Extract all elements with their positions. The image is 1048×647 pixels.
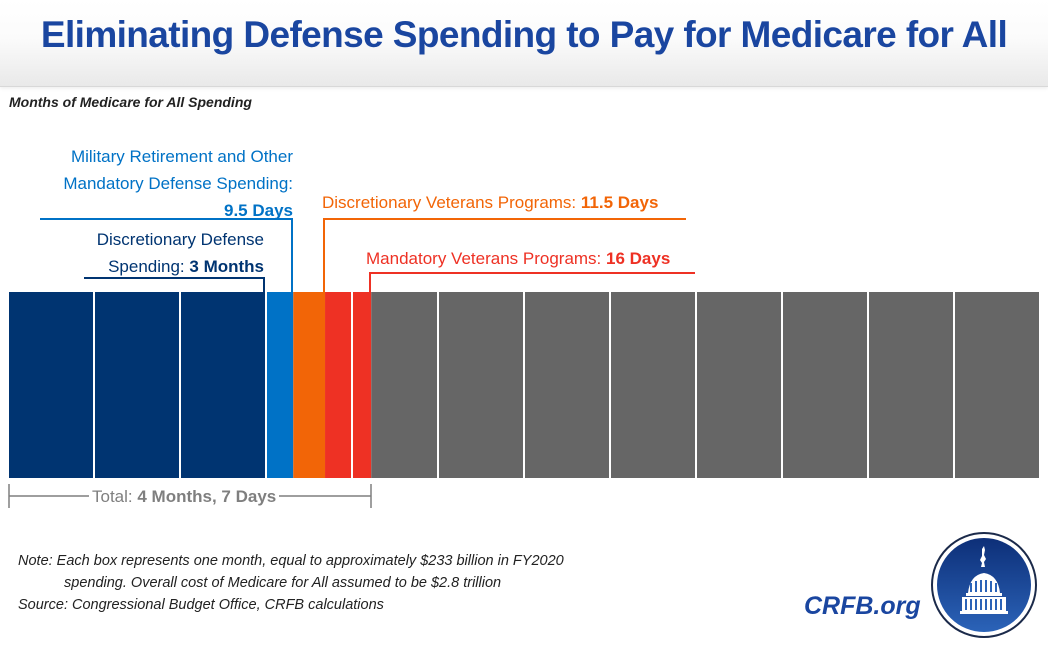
label-discretionary-veterans-text: Discretionary Veterans Programs:	[322, 193, 581, 212]
note-line1: Note: Each box represents one month, equ…	[18, 553, 564, 569]
segment-remaining-medicare-for-all-spending-box	[611, 292, 695, 478]
label-discretionary-defense-line2: Spending:	[108, 257, 190, 276]
segment-remaining-medicare-for-all-spending-box	[697, 292, 781, 478]
label-discretionary-defense-value: 3 Months	[189, 257, 264, 276]
connector-discretionary-defense	[84, 277, 265, 292]
segment-remaining-medicare-for-all-spending-box	[525, 292, 609, 478]
label-total-value: 4 Months, 7 Days	[137, 487, 277, 506]
label-mandatory-veterans-value: 16 Days	[606, 249, 671, 268]
segment-mandatory-veterans-programs-box	[325, 292, 351, 478]
page-title: Eliminating Defense Spending to Pay for …	[40, 14, 1008, 55]
connector-mandatory-veterans	[369, 272, 695, 292]
connector-mandatory-defense	[40, 218, 293, 292]
segment-discretionary-defense-spending-box	[181, 292, 265, 478]
segment-military-retirement-and-other-mandatory-defense-spending-box	[267, 292, 294, 478]
label-mandatory-defense: Military Retirement and Other Mandatory …	[40, 143, 293, 224]
segment-remaining-medicare-for-all-spending-box	[371, 292, 437, 478]
note-line2: spending. Overall cost of Medicare for A…	[64, 575, 502, 591]
label-total: Total: 4 Months, 7 Days	[89, 483, 280, 510]
segment-discretionary-veterans-programs-box	[293, 292, 326, 478]
label-mandatory-defense-line2: Mandatory Defense Spending:	[63, 174, 293, 193]
segment-remaining-medicare-for-all-spending-box	[783, 292, 867, 478]
footnote: Note: Each box represents one month, equ…	[18, 550, 564, 616]
segment-remaining-medicare-for-all-spending-box	[869, 292, 953, 478]
label-total-text: Total:	[92, 487, 138, 506]
label-mandatory-veterans: Mandatory Veterans Programs: 16 Days	[366, 245, 670, 272]
label-discretionary-veterans: Discretionary Veterans Programs: 11.5 Da…	[322, 189, 658, 216]
brand-link[interactable]: CRFB.org	[804, 592, 921, 620]
segment-remaining-medicare-for-all-spending-box	[439, 292, 523, 478]
label-mandatory-defense-line1: Military Retirement and Other	[70, 147, 293, 166]
chart-subtitle: Months of Medicare for All Spending	[9, 94, 252, 110]
segment-discretionary-defense-spending-box	[95, 292, 179, 478]
label-discretionary-defense: Discretionary Defense Spending: 3 Months	[40, 226, 264, 280]
segment-discretionary-defense-spending-box	[9, 292, 93, 478]
label-discretionary-defense-line1: Discretionary Defense	[96, 230, 264, 249]
segment-mandatory-veterans-programs-box	[353, 292, 372, 478]
segment-remaining-medicare-for-all-spending-box	[955, 292, 1039, 478]
label-mandatory-defense-value: 9.5 Days	[224, 201, 293, 220]
capitol-dome-icon	[931, 532, 1037, 638]
connector-discretionary-veterans	[323, 218, 686, 292]
source-line: Source: Congressional Budget Office, CRF…	[18, 597, 384, 613]
header-band: Eliminating Defense Spending to Pay for …	[0, 0, 1048, 87]
label-discretionary-veterans-value: 11.5 Days	[580, 193, 659, 212]
label-mandatory-veterans-text: Mandatory Veterans Programs:	[366, 249, 607, 268]
